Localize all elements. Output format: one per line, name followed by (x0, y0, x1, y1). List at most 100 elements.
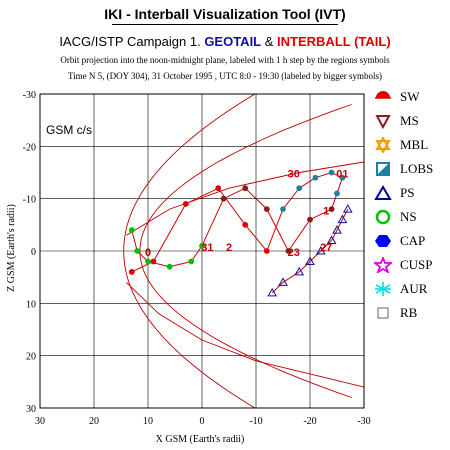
legend-label: AUR (400, 281, 428, 296)
interball-marker (128, 269, 135, 275)
y-tick-label: 20 (26, 352, 36, 363)
interball-marker (307, 216, 313, 223)
hour-label: 23 (288, 247, 300, 259)
ps-marker (278, 277, 288, 286)
hour-label: 31 (201, 242, 213, 254)
interball-marker (134, 248, 141, 254)
interball-marker (263, 206, 270, 213)
x-tick-label: -20 (303, 416, 316, 427)
legend-item-mbl: MBL (366, 135, 450, 155)
square-icon (374, 305, 392, 321)
interball-marker (220, 195, 227, 202)
ps-marker (267, 287, 278, 297)
legend-label: NS (400, 209, 417, 224)
y-tick-label: -10 (23, 195, 36, 206)
ring-icon (374, 209, 392, 225)
asterisk-icon (374, 281, 392, 297)
interball-marker (199, 242, 205, 249)
half-square-icon (374, 161, 392, 177)
ps-marker (315, 245, 326, 255)
hour-label: 2 (226, 242, 232, 254)
ps-marker (294, 266, 305, 276)
title-underline (112, 24, 338, 25)
interball-marker (166, 263, 173, 270)
legend-label: LOBS (400, 161, 434, 176)
ps-marker (342, 204, 353, 213)
interball-marker (339, 174, 346, 181)
x-tick-label: -30 (357, 416, 370, 427)
up-triangle-icon (374, 185, 392, 201)
interball-marker (215, 185, 222, 192)
interball-marker (242, 185, 249, 192)
interball-orbit-line (131, 171, 344, 273)
campaign-joiner: & (264, 34, 274, 49)
y-tick-label: -30 (23, 90, 36, 101)
bow-shock-curve (123, 93, 256, 409)
star-icon (372, 255, 394, 275)
campaign-title: IACG/ISTP Campaign 1. GEOTAIL & INTERBAL… (0, 34, 450, 49)
interball-label: INTERBALL (TAIL) (277, 34, 391, 49)
interball-marker (280, 206, 286, 213)
legend-item-cusp: CUSP (366, 255, 450, 275)
interball-marker (328, 169, 335, 176)
legend-item-ps: PS (366, 184, 450, 202)
x-tick-label: 10 (143, 416, 153, 427)
legend-item-lobs: LOBS (366, 160, 450, 178)
interball-marker (188, 258, 195, 265)
x-axis-label: X GSM (Earth's radii) (156, 434, 245, 445)
ps-marker (326, 235, 337, 245)
ps-marker (305, 256, 315, 265)
star-of-david-icon (374, 135, 392, 155)
hour-label: 0 (145, 247, 151, 259)
hour-label: 27 (320, 242, 332, 254)
y-axis-label: Z GSM (Earth's radii) (6, 204, 17, 292)
campaign-prefix: IACG/ISTP Campaign 1. (59, 34, 201, 49)
interball-marker (182, 201, 189, 207)
x-tick-label: 20 (89, 416, 99, 427)
ps-marker (332, 225, 342, 234)
legend-label: MBL (400, 137, 429, 152)
interball-marker (242, 221, 249, 228)
interball-marker (285, 248, 292, 254)
legend-label: SW (400, 89, 420, 104)
interball-marker (128, 227, 135, 233)
legend-label: MS (400, 113, 419, 128)
legend-label: CUSP (400, 257, 433, 272)
geotail-label: GEOTAIL (204, 34, 262, 49)
frame-label: GSM c/s (46, 123, 92, 137)
legend-label: PS (400, 185, 415, 200)
legend-label: RB (400, 305, 418, 320)
hour-label: 01 (336, 169, 348, 181)
hour-label: 1 (323, 205, 329, 217)
half-sun-icon (374, 89, 392, 105)
x-tick-label: 0 (200, 416, 205, 427)
x-tick-label: -10 (249, 416, 262, 427)
tail-boundary-upper (126, 161, 365, 236)
y-tick-label: 0 (31, 247, 36, 258)
plot-frame (39, 93, 365, 409)
ps-marker (337, 214, 348, 224)
legend-item-ns: NS (366, 208, 450, 226)
legend-label: CAP (400, 233, 426, 248)
y-tick-label: 10 (26, 299, 36, 310)
hour-label: 30 (288, 169, 300, 181)
x-tick-label: 30 (35, 416, 45, 427)
interball-marker (145, 258, 151, 265)
interball-marker (312, 174, 319, 181)
interball-marker (334, 190, 340, 197)
y-tick-label: -20 (23, 142, 36, 153)
legend-item-cap: CAP (366, 232, 450, 250)
down-triangle-icon (374, 113, 392, 130)
y-tick-label: 30 (26, 404, 36, 415)
legend-item-ms: MS (366, 112, 450, 130)
interball-marker (328, 206, 335, 213)
interball-marker (150, 258, 157, 265)
legend-item-rb: RB (366, 304, 450, 322)
interball-marker (263, 248, 270, 254)
orbit-tracks: 0 30 01 1 23 2 31 27 (128, 169, 353, 297)
tail-boundary-lower (126, 282, 365, 388)
interball-marker (296, 185, 303, 192)
legend-item-aur: AUR (366, 280, 450, 298)
